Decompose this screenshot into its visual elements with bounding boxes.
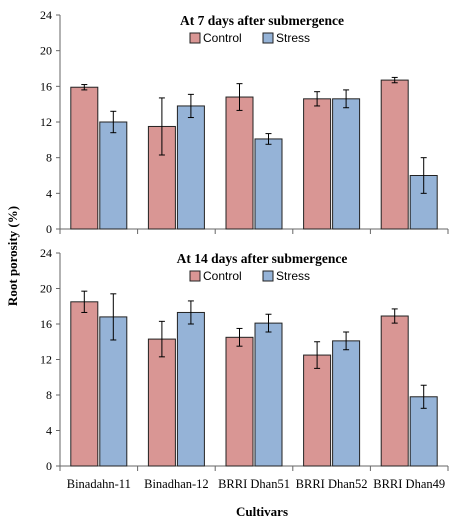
bar-stress xyxy=(176,311,205,467)
legend-swatch-control xyxy=(189,270,201,282)
category-label: Binadhan-12 xyxy=(144,477,209,491)
bar-control xyxy=(70,301,99,467)
bar-control xyxy=(303,98,332,230)
bar-control xyxy=(380,79,409,230)
category-label: Binadahn-11 xyxy=(67,477,131,491)
y-tick-label: 20 xyxy=(40,44,52,58)
category-label: BRRI Dhan51 xyxy=(218,477,290,491)
legend-label-stress: Stress xyxy=(276,31,310,45)
y-tick-label: 20 xyxy=(40,282,52,296)
legend-swatch-control xyxy=(189,32,201,44)
legend-label-control: Control xyxy=(203,269,242,283)
y-tick-label: 8 xyxy=(46,388,52,402)
y-tick-label: 12 xyxy=(40,115,52,129)
y-tick-label: 0 xyxy=(46,222,52,236)
legend-label-control: Control xyxy=(203,31,242,45)
legend-swatch-stress xyxy=(262,270,274,282)
y-tick-label: 8 xyxy=(46,151,52,165)
y-tick-label: 16 xyxy=(40,79,52,93)
y-tick-label: 12 xyxy=(40,353,52,367)
bar-control xyxy=(380,315,409,467)
bar-stress xyxy=(254,138,283,230)
bar-control xyxy=(70,86,99,230)
category-label: BRRI Dhan49 xyxy=(373,477,445,491)
y-tick-label: 4 xyxy=(46,186,52,200)
y-tick-label: 24 xyxy=(40,8,52,22)
bar-stress xyxy=(254,322,283,467)
y-axis-label: Root porosity (%) xyxy=(5,206,20,306)
bar-stress xyxy=(332,340,361,467)
category-label: BRRI Dhan52 xyxy=(296,477,368,491)
bar-control xyxy=(225,336,254,467)
panel-title: At 7 days after submergence xyxy=(180,13,344,28)
bar-stress xyxy=(332,98,361,230)
y-tick-label: 24 xyxy=(40,246,52,260)
bar-stress xyxy=(176,105,205,230)
legend-swatch-stress xyxy=(262,32,274,44)
bar-control xyxy=(147,338,176,467)
x-axis-label: Cultivars xyxy=(236,504,288,519)
legend-label-stress: Stress xyxy=(276,269,310,283)
bar-stress xyxy=(99,121,128,230)
bar-control xyxy=(303,354,332,467)
y-tick-label: 4 xyxy=(46,424,52,438)
panel-title: At 14 days after submergence xyxy=(177,251,348,266)
bar-control xyxy=(225,96,254,230)
y-tick-label: 0 xyxy=(46,459,52,473)
y-tick-label: 16 xyxy=(40,317,52,331)
